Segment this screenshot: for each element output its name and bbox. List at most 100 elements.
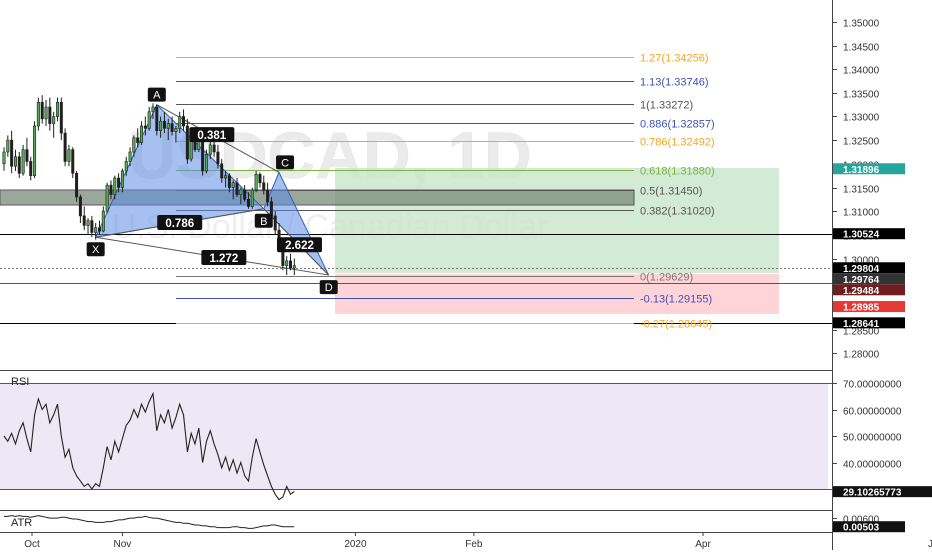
candle-body-36 (140, 125, 144, 143)
rsi-line (3, 391, 295, 501)
price-marker-5: 1.28985 (843, 303, 880, 314)
price-tick-label-10: 1.30000 (843, 256, 880, 267)
rsi-axis[interactable]: 70.00000000 60.00000000 50.00000000 40.0000… (833, 380, 932, 499)
price-marker-2: 1.29804 (843, 264, 880, 275)
candle-body-66 (254, 173, 258, 191)
candle-body-16 (63, 132, 67, 162)
candle-body-44 (170, 123, 174, 132)
demand-zone (0, 189, 635, 206)
atr-current-box (833, 521, 905, 533)
rsi-title: RSI (11, 376, 29, 388)
candle-body-57 (220, 163, 224, 179)
time-label-oct: Oct (24, 539, 40, 550)
atr-title: ATR (11, 517, 32, 529)
candle-body-47 (182, 116, 186, 127)
candle-body-71 (273, 215, 277, 231)
candle-body-24 (94, 227, 98, 233)
time-label-2020: 2020 (344, 539, 367, 550)
rsi-band (0, 383, 828, 490)
candle-body-7 (29, 161, 33, 176)
candle-body-15 (59, 102, 63, 134)
candle-body-17 (67, 149, 71, 162)
candle-body-59 (227, 175, 231, 188)
pattern-point-c: C (281, 157, 289, 169)
time-label-jun: Jun (928, 539, 932, 550)
candle-body-1 (6, 139, 10, 153)
ratio-label-2: 2.622 (285, 240, 314, 252)
rsi-current-value: 29.10265773 (843, 488, 902, 499)
time-label-apr: Apr (695, 539, 711, 550)
pattern-point-box-b (254, 213, 273, 228)
candle-body-29 (113, 177, 117, 195)
candle-body-65 (250, 189, 254, 207)
candle-body-27 (105, 184, 109, 212)
candle-body-20 (78, 196, 82, 217)
pattern-point-box-c (276, 155, 295, 170)
time-label-feb: Feb (465, 539, 483, 550)
candle-body-14 (55, 102, 59, 117)
price-marker-0: 1.31896 (843, 165, 880, 176)
candle-body-58 (224, 175, 228, 179)
price-tick-label-5: 1.32500 (843, 137, 880, 148)
price-marker-box-6 (833, 317, 905, 329)
candle-body-31 (120, 170, 124, 188)
fibonacci-levels: 1.27(1.34256) 1.13(1.33746) 1(1.33272) 0.88… (176, 53, 715, 331)
fib-label-10: -0.27(1.28645) (640, 319, 712, 331)
fib-label-4: 0.786(1.32492) (640, 137, 715, 149)
ratio-box-0 (189, 127, 235, 143)
rsi-tick-label-1: 60.00000000 (843, 407, 902, 418)
candle-body-25 (98, 227, 102, 232)
price-marker-box-2 (833, 262, 905, 274)
horizontal-lines (0, 234, 832, 324)
pattern-point-box-a (147, 87, 166, 102)
candle-body-9 (36, 102, 40, 127)
target-zone (335, 168, 779, 273)
candle-body-60 (231, 182, 235, 188)
pattern-point-box-d (319, 280, 338, 295)
candle-body-56 (216, 151, 220, 165)
candle-body-46 (178, 116, 182, 129)
candle-body-42 (162, 120, 166, 129)
time-label-nov: Nov (114, 539, 132, 550)
candle-body-34 (132, 137, 136, 153)
candle-body-48 (185, 125, 189, 160)
rsi-tick-label-3: 40.00000000 (843, 460, 902, 471)
fib-label-0: 1.27(1.34256) (640, 53, 709, 65)
ratio-label-3: 1.272 (209, 253, 238, 265)
time-axis[interactable]: Oct Nov 2020 Feb Apr Jun (24, 532, 932, 550)
candle-body-70 (269, 201, 273, 217)
candle-body-22 (86, 220, 90, 226)
candle-body-21 (82, 215, 86, 226)
candle-body-67 (258, 173, 262, 184)
candle-body-4 (17, 156, 21, 174)
candle-body-53 (204, 154, 208, 172)
candle-body-68 (262, 182, 266, 191)
pattern-point-box-x (86, 242, 105, 257)
candle-body-74 (285, 260, 289, 266)
pattern-point-d: D (325, 282, 333, 294)
candle-body-37 (143, 125, 147, 129)
candle-body-30 (117, 177, 121, 188)
fib-label-2: 1(1.33272) (640, 100, 693, 112)
candle-body-45 (174, 128, 178, 132)
candle-body-63 (243, 189, 247, 200)
price-tick-label-1: 1.34500 (843, 43, 880, 54)
ratio-label-1: 0.786 (165, 218, 194, 230)
rsi-tick-label-2: 50.00000000 (843, 433, 902, 444)
price-marker-6: 1.28641 (843, 319, 880, 330)
candle-body-18 (71, 149, 75, 174)
rsi-tick-label-0: 70.00000000 (843, 380, 902, 391)
price-tick-label-7: 1.31500 (843, 185, 880, 196)
candle-body-13 (52, 116, 56, 124)
fib-label-5: 0.618(1.31880) (640, 166, 715, 178)
candle-body-52 (201, 137, 205, 172)
price-tick-label-0: 1.35000 (843, 19, 880, 30)
ratio-box-3 (201, 250, 247, 266)
fib-label-7: 0.382(1.31020) (640, 206, 715, 218)
fib-label-3: 0.886(1.32857) (640, 119, 715, 131)
candle-body-62 (239, 189, 243, 195)
